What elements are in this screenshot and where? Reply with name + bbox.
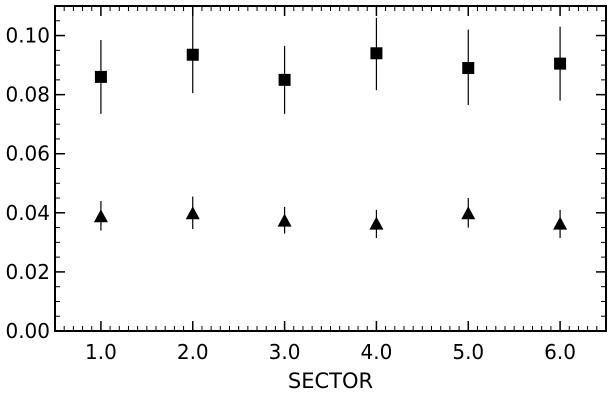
data-point-square	[462, 62, 475, 75]
x-tick-label: 2.0	[177, 340, 209, 364]
series-triangle	[93, 196, 568, 238]
data-point-triangle	[461, 206, 476, 220]
x-tick-label: 3.0	[269, 340, 301, 364]
y-tick-label: 0.10	[5, 24, 50, 48]
y-tick-label: 0.04	[5, 201, 50, 225]
x-axis-label: SECTOR	[288, 369, 373, 393]
series-square	[94, 14, 567, 114]
data-point-square	[94, 70, 107, 83]
data-point-square	[370, 47, 383, 60]
data-point-square	[554, 57, 567, 70]
x-tick-label: 4.0	[361, 340, 393, 364]
data-point-triangle	[277, 213, 292, 227]
data-point-square	[186, 48, 199, 61]
data-point-triangle	[553, 216, 568, 230]
x-tick-label: 6.0	[544, 340, 576, 364]
y-tick-label: 0.06	[5, 142, 50, 166]
data-point-triangle	[185, 206, 200, 220]
y-tick-label: 0.02	[5, 260, 50, 284]
x-tick-label: 1.0	[85, 340, 117, 364]
data-point-square	[278, 73, 291, 86]
data-point-triangle	[369, 216, 384, 230]
data-point-triangle	[93, 209, 108, 223]
plot-frame	[54, 5, 607, 332]
chart-marks	[93, 14, 568, 238]
y-tick-label: 0.00	[5, 319, 50, 343]
chart-ticks: 0.00 0.02 0.04 0.06 0.08 0.10 1.0 2.0 3.0 4.0 5.0 6…	[5, 5, 607, 364]
y-tick-label: 0.08	[5, 83, 50, 107]
x-tick-label: 5.0	[452, 340, 484, 364]
